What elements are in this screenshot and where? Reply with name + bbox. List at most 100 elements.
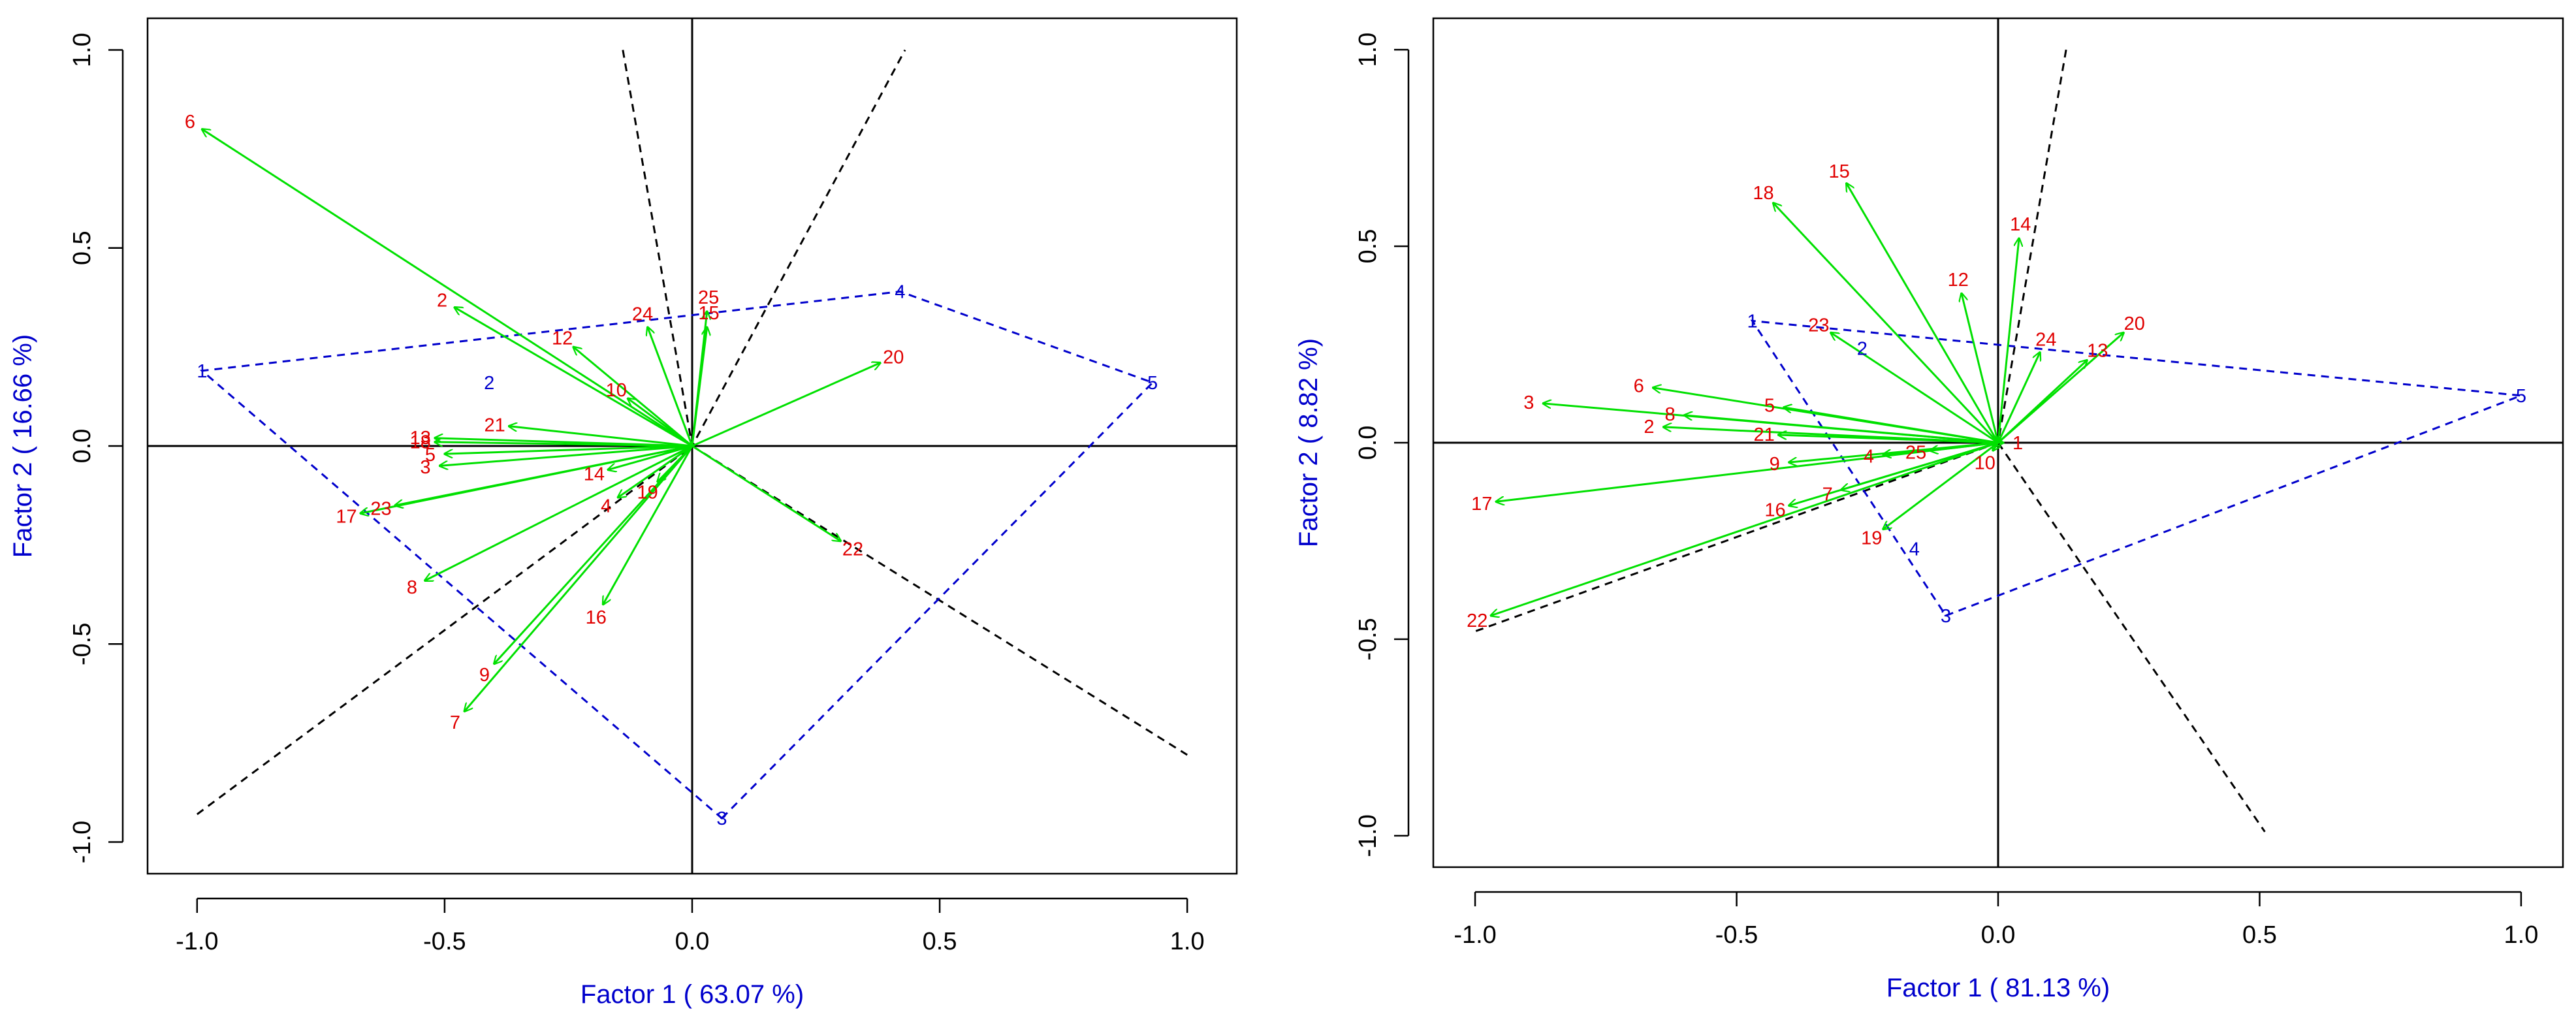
y-tick-label: 0.5 (69, 231, 96, 265)
vector-label: 24 (2035, 330, 2056, 351)
y-tick-label: -0.5 (1354, 618, 1382, 660)
group-label: 2 (484, 373, 494, 394)
y-tick-label: 1.0 (1354, 33, 1382, 67)
vector-arrow (1997, 353, 2040, 443)
y-tick-label: 1.0 (69, 33, 96, 67)
vector-label: 25 (1905, 443, 1926, 464)
x-axis-title: Factor 1 ( 63.07 %) (580, 980, 804, 1009)
y-axis-title: Factor 2 ( 8.82 %) (1294, 338, 1323, 547)
vector-arrow (1784, 407, 1999, 444)
vector-label: 9 (1770, 454, 1780, 475)
group-hull (1750, 319, 2522, 617)
vector-label: 12 (1948, 270, 1969, 291)
x-tick-label: -1.0 (1454, 921, 1496, 949)
group-label: 3 (716, 808, 727, 829)
vector-label: 19 (637, 482, 658, 503)
vector-arrow (573, 347, 693, 447)
vector-arrow (608, 445, 693, 469)
group-label: 4 (895, 281, 905, 302)
vector-arrow (202, 129, 693, 447)
vector-arrow (1779, 435, 1999, 444)
vector-label: 18 (410, 432, 431, 453)
vector-arrow (1883, 441, 1999, 529)
group-label: 1 (1747, 311, 1757, 332)
vector-label: 16 (586, 607, 607, 628)
vector-arrow (1847, 183, 1999, 443)
y-tick-label: -1.0 (1354, 814, 1382, 857)
left-biplot-panel: -1.0 -0.5 0.0 0.5 1.0 -1.0 -0.5 0.0 0.5 1.0 Factor… (8, 17, 1238, 1009)
vector-arrow (494, 445, 693, 664)
group-label: 5 (2516, 386, 2526, 407)
x-tick-label: -0.5 (1715, 921, 1758, 949)
vector-arrow (691, 327, 707, 447)
x-axis-title: Factor 1 ( 81.13 %) (1886, 974, 2110, 1002)
vector-label: 3 (420, 457, 430, 478)
vector-label: 14 (584, 464, 605, 485)
vector-label: 21 (484, 415, 505, 436)
dashed-line (1997, 442, 2266, 833)
vector-arrow (425, 445, 693, 581)
x-tick-label: 1.0 (2504, 921, 2539, 949)
x-tick-label: 1.0 (1170, 928, 1205, 955)
vector-label: 5 (425, 445, 436, 466)
vector-label: 21 (1753, 424, 1774, 445)
dashed-line (622, 49, 906, 449)
vector-arrow (603, 445, 693, 605)
dashed-line (196, 445, 1188, 816)
vector-arrow (439, 445, 693, 466)
vector-label: 2 (1644, 417, 1654, 437)
vector-arrow (454, 308, 693, 447)
vector-arrow (692, 363, 880, 447)
vector-arrow (360, 445, 693, 513)
vector-arrow (1997, 238, 2019, 443)
vector-label: 5 (1764, 395, 1775, 416)
y-tick-label: -0.5 (69, 622, 96, 665)
vector-arrow (692, 445, 840, 541)
group-label: 5 (1147, 373, 1158, 394)
vector-label: 25 (698, 287, 719, 308)
vector-label: 4 (601, 496, 611, 517)
vector-label: 2 (437, 291, 447, 311)
vector-label: 22 (1467, 611, 1487, 631)
x-tick-label: -0.5 (423, 928, 466, 955)
vector-label: 16 (1764, 500, 1785, 521)
vector-label: 10 (606, 380, 627, 401)
y-tick-label: 0.0 (1354, 426, 1382, 460)
y-tick-label: 0.5 (1354, 229, 1382, 264)
vector-label: 7 (1822, 485, 1833, 505)
x-tick-label: 0.0 (675, 928, 710, 955)
vector-label: 6 (185, 112, 195, 133)
vector-label: 13 (410, 428, 431, 449)
x-tick-label: 0.0 (1981, 921, 2016, 949)
vector-label: 19 (1861, 528, 1882, 549)
vector-arrow (648, 327, 693, 447)
vector-label: 8 (1664, 404, 1675, 425)
vector-label: 4 (1864, 446, 1874, 467)
vector-arrow (1773, 203, 1999, 444)
vector-arrow (435, 442, 693, 447)
vector-arrow (1831, 332, 1999, 444)
vector-arrow (1496, 441, 1999, 501)
y-axis-title: Factor 2 ( 16.66 %) (8, 334, 37, 558)
vector-label: 14 (2010, 214, 2031, 235)
vector-label: 13 (2087, 341, 2108, 362)
vector-arrow (1491, 441, 1999, 616)
vector-label: 15 (1828, 161, 1849, 182)
vector-label: 23 (370, 498, 391, 519)
vector-label: 8 (407, 577, 417, 598)
y-tick-label: 0.0 (69, 429, 96, 464)
vector-arrow (464, 445, 693, 711)
vector-label: 22 (842, 539, 863, 560)
vector-arrow (1789, 441, 1999, 505)
group-label: 4 (1909, 539, 1920, 560)
x-tick-label: -1.0 (176, 928, 218, 955)
vector-label: 24 (632, 304, 653, 325)
vector-label: 10 (1975, 453, 1996, 473)
vector-arrow (628, 398, 693, 447)
vector-label: 9 (479, 665, 490, 686)
vector-label: 3 (1523, 392, 1534, 413)
vector-label: 23 (1808, 315, 1829, 336)
group-hull (199, 290, 1154, 820)
vector-label: 20 (2124, 313, 2145, 334)
vector-label: 12 (552, 328, 573, 349)
